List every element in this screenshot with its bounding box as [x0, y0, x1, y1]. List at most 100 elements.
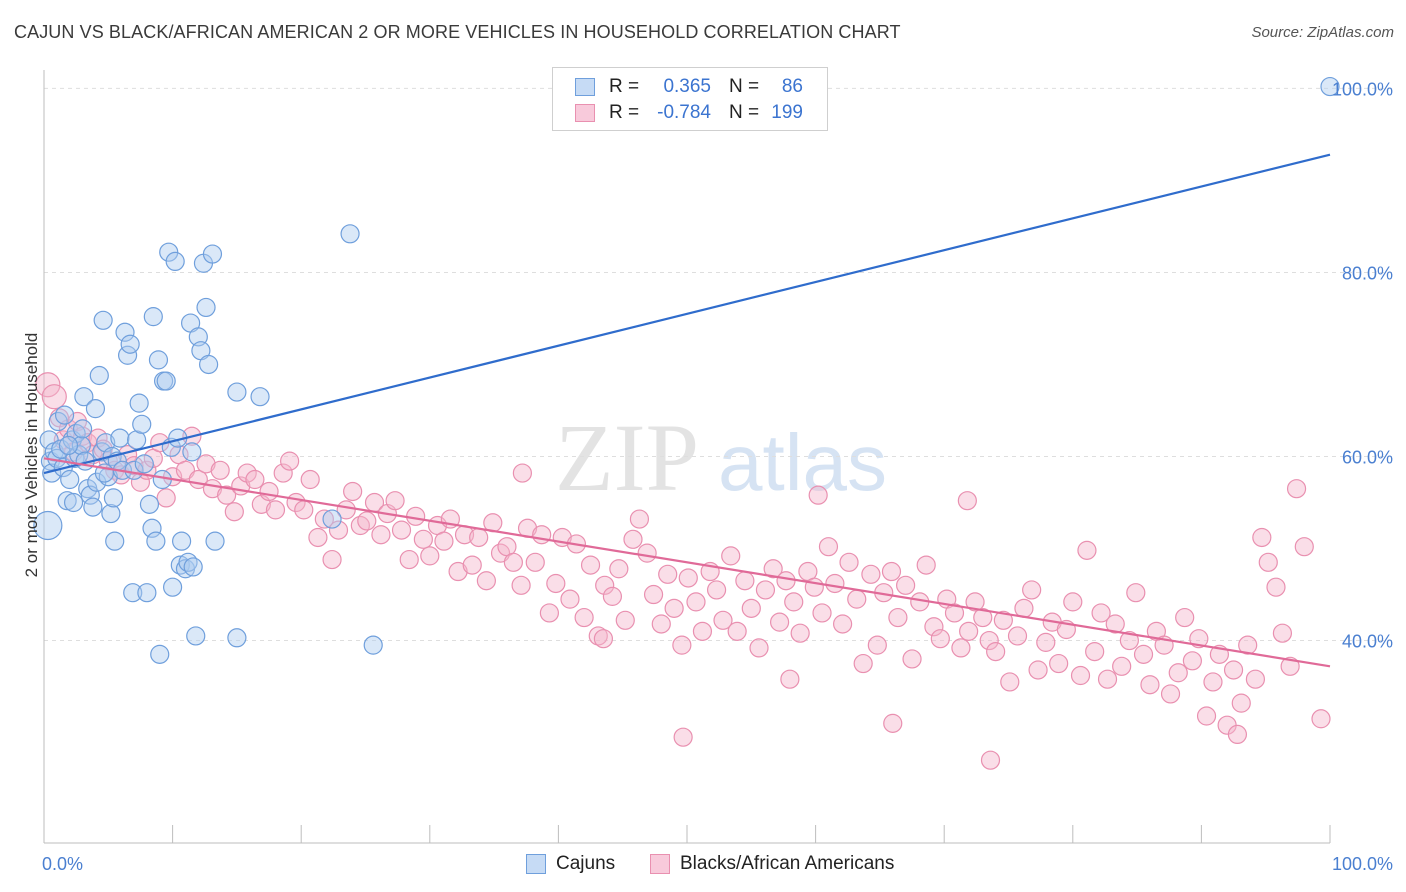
point-blue-74 [250, 387, 270, 407]
point-blue-17 [74, 387, 94, 407]
series-cajuns [33, 76, 1340, 664]
series-blacks-african-americans [35, 372, 1331, 770]
point-pink-45 [322, 549, 342, 570]
point-pink-90 [637, 543, 657, 563]
legend-r-label: R = [609, 76, 640, 97]
point-pink-135 [951, 638, 971, 658]
point-pink-126 [888, 607, 908, 628]
point-pink-134 [944, 603, 965, 623]
point-blue-10 [57, 491, 77, 511]
point-pink-88 [623, 529, 643, 549]
point-pink-120 [847, 589, 867, 609]
chart-title: CAJUN VS BLACK/AFRICAN AMERICAN 2 OR MOR… [14, 22, 901, 42]
point-blue-70 [199, 354, 219, 375]
point-pink-100 [706, 580, 727, 600]
point-pink-141 [993, 610, 1013, 630]
point-pink-29 [210, 460, 230, 480]
point-pink-189 [593, 629, 614, 649]
point-pink-128 [902, 649, 922, 669]
point-pink-152 [1070, 665, 1091, 686]
point-pink-183 [1286, 479, 1307, 499]
point-pink-146 [1028, 660, 1048, 680]
point-pink-118 [833, 614, 853, 634]
point-pink-72 [511, 575, 531, 595]
point-pink-96 [678, 568, 698, 588]
point-blue-57 [165, 251, 185, 272]
legend-n-value: 199 [771, 102, 803, 123]
point-blue-72 [205, 531, 225, 551]
point-blue-41 [129, 393, 149, 413]
legend-r-value: 0.365 [663, 76, 711, 97]
point-blue-42 [132, 414, 152, 434]
point-blue-33 [110, 428, 130, 448]
point-pink-52 [371, 525, 391, 545]
point-pink-169 [1189, 629, 1209, 649]
legend-n-label: N = [729, 102, 760, 123]
point-blue-43 [134, 454, 154, 474]
point-pink-161 [1133, 644, 1154, 664]
point-pink-144 [1014, 598, 1034, 618]
point-pink-66 [469, 527, 489, 548]
legend-row-cajuns: R = 0.365 N = 86 [575, 74, 803, 100]
trend-line-blacks [43, 457, 1331, 668]
point-pink-157 [1105, 614, 1125, 634]
point-pink-30 [217, 485, 237, 505]
legend-r-label: R = [609, 102, 640, 123]
point-pink-123 [867, 635, 887, 655]
bottom-legend-label-blacks: Blacks/African Americans [680, 853, 895, 874]
point-pink-104 [735, 571, 755, 591]
point-pink-50 [357, 511, 377, 531]
point-pink-87 [615, 610, 635, 630]
point-pink-39 [280, 451, 300, 471]
point-pink-145 [1022, 580, 1042, 600]
point-blue-31 [105, 531, 125, 551]
point-pink-159 [1119, 630, 1139, 651]
point-pink-165 [1160, 684, 1181, 704]
point-blue-48 [146, 531, 166, 551]
point-pink-58 [413, 529, 433, 549]
bottom-legend-cajuns: Cajuns [526, 852, 615, 876]
point-pink-176 [1238, 635, 1258, 655]
point-pink-92 [651, 614, 671, 634]
point-blue-78 [227, 628, 247, 648]
legend-swatch-blacks [575, 104, 595, 122]
point-blue-11 [60, 469, 80, 490]
point-pink-187 [883, 713, 903, 733]
point-pink-109 [769, 612, 790, 632]
point-pink-44 [314, 509, 334, 529]
point-pink-115 [812, 603, 832, 623]
point-pink-188 [780, 669, 800, 689]
point-pink-101 [713, 610, 733, 630]
point-pink-131 [924, 617, 944, 637]
point-blue-40 [126, 430, 147, 450]
point-pink-178 [1252, 527, 1272, 548]
point-pink-36 [259, 481, 279, 502]
y-tick-label-1: 60.0% [1342, 448, 1393, 468]
point-pink-143 [1007, 626, 1028, 646]
legend-n-label: N = [729, 76, 760, 97]
point-blue-79 [72, 419, 93, 439]
legend-n-value: 86 [781, 76, 803, 97]
point-pink-158 [1112, 656, 1132, 676]
point-pink-167 [1175, 607, 1195, 628]
gridlines [44, 87, 1392, 642]
point-pink-119 [839, 552, 859, 572]
point-blue-24 [89, 365, 109, 386]
point-pink-74 [525, 552, 545, 572]
point-blue-3 [42, 463, 62, 483]
y-tick-label-3: 100.0% [1332, 79, 1393, 99]
point-pink-21 [156, 488, 176, 508]
point-blue-60 [172, 531, 192, 551]
point-pink-132 [930, 629, 950, 649]
point-pink-83 [588, 626, 608, 646]
y-tick-label-0: 40.0% [1342, 632, 1393, 652]
point-pink-42 [300, 469, 320, 490]
point-pink-31 [224, 502, 244, 522]
point-pink-193 [1227, 724, 1248, 745]
point-pink-138 [973, 607, 993, 628]
point-blue-64 [183, 557, 203, 577]
source-label: Source: ZipAtlas.com [1251, 24, 1394, 41]
point-pink-191 [957, 491, 977, 511]
point-pink-110 [776, 571, 796, 591]
